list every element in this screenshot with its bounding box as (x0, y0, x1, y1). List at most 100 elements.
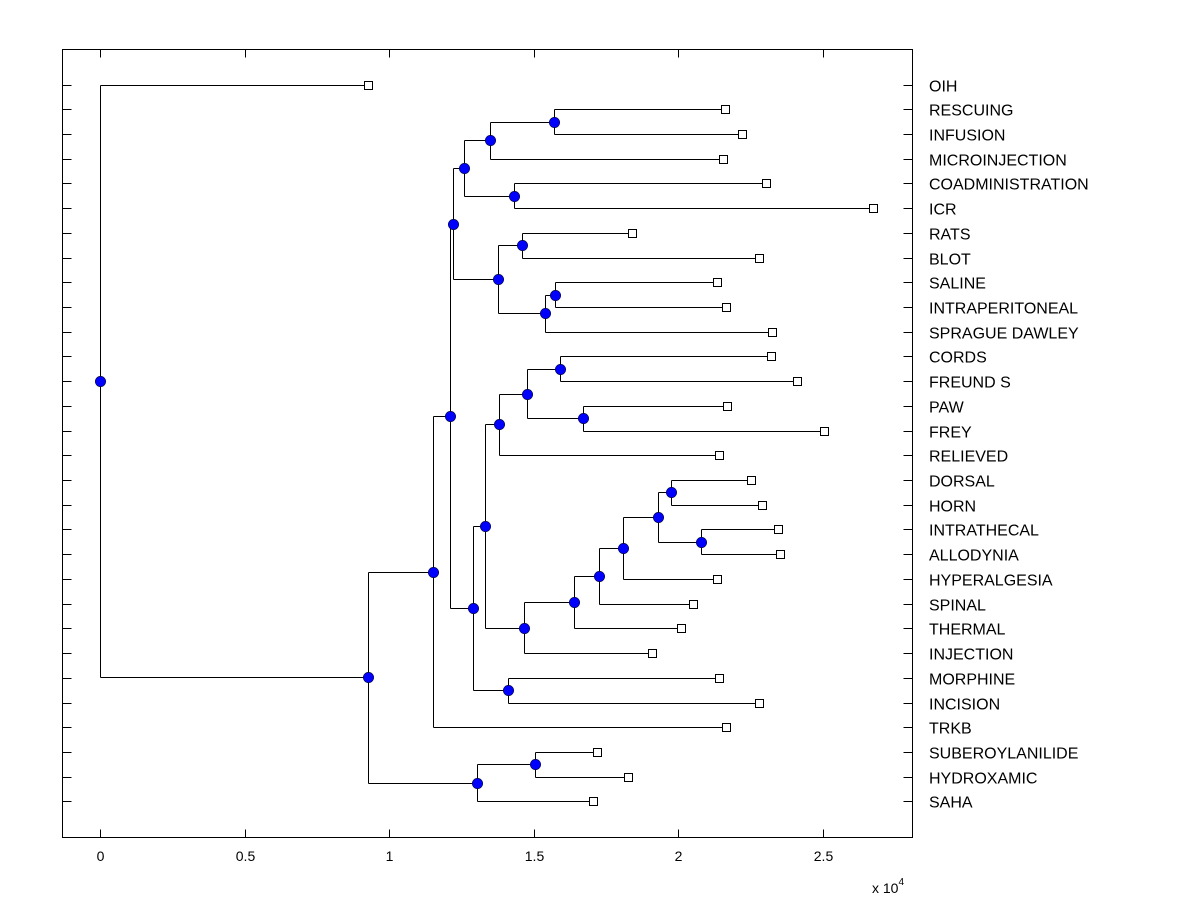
leaf-label: SALINE (929, 276, 986, 293)
internal-node (493, 418, 505, 430)
leaf-marker (721, 105, 730, 114)
x-tick-label: 0 (97, 848, 105, 864)
internal-node (516, 240, 528, 252)
leaf-label: BLOT (929, 252, 971, 269)
internal-node (549, 289, 561, 301)
internal-node (521, 388, 533, 400)
leaf-marker (793, 377, 802, 386)
leaf-labels: OIH RESCUING INFUSION MICROINJECTION COADMIN… (929, 79, 1089, 812)
leaf-marker (715, 674, 724, 683)
x-tick-label: 2.5 (814, 848, 834, 864)
x-tick-label: 0.5 (236, 848, 256, 864)
internal-node (508, 191, 520, 203)
leaf-label: SUBEROYLANILIDE (929, 746, 1078, 763)
x-tick-label: 1.5 (525, 848, 545, 864)
axis-ticks (62, 49, 913, 838)
internal-node (444, 410, 456, 422)
leaf-label: DORSAL (929, 474, 995, 491)
internal-node (652, 511, 664, 523)
internal-node (695, 536, 707, 548)
internal-node (593, 570, 605, 582)
leaf-marker (589, 797, 598, 806)
leaf-marker (593, 748, 602, 757)
x-tick-label: 1 (386, 848, 394, 864)
leaf-label: OIH (929, 79, 957, 96)
internal-node (577, 412, 589, 424)
internal-node (492, 273, 504, 285)
leaf-label: SAHA (929, 795, 973, 812)
leaf-marker (722, 723, 731, 732)
leaf-marker (648, 649, 657, 658)
internal-node (529, 758, 541, 770)
leaf-marker (713, 278, 722, 287)
leaf-label: FREY (929, 425, 972, 442)
leaf-marker (747, 476, 756, 485)
plot-frame (62, 49, 913, 838)
leaf-marker (722, 303, 731, 312)
leaf-label: THERMAL (929, 622, 1006, 639)
leaf-label: MORPHINE (929, 672, 1015, 689)
leaf-marker (774, 525, 783, 534)
internal-node (362, 671, 374, 683)
x-scale-label: x 104 (872, 877, 904, 896)
internal-node (502, 684, 514, 696)
leaf-marker (762, 179, 771, 188)
leaf-marker (628, 229, 637, 238)
leaf-marker (713, 575, 722, 584)
leaf-label: SPINAL (929, 598, 986, 615)
leaf-label: SPRAGUE DAWLEY (929, 326, 1079, 343)
internal-node (467, 602, 479, 614)
internal-node (554, 363, 566, 375)
leaf-label: HYDROXAMIC (929, 771, 1037, 788)
leaf-label: INJECTION (929, 647, 1013, 664)
leaf-marker (767, 352, 776, 361)
leaf-label: ALLODYNIA (929, 548, 1019, 565)
internal-node (447, 219, 459, 231)
leaf-label: HYPERALGESIA (929, 573, 1053, 590)
leaf-marker (869, 204, 878, 213)
internal-node (427, 566, 439, 578)
internal-node (548, 117, 560, 129)
leaf-marker (689, 600, 698, 609)
leaf-marker (768, 328, 777, 337)
internal-node (665, 486, 677, 498)
internal-node (518, 622, 530, 634)
leaf-marker (738, 130, 747, 139)
leaf-label: COADMINISTRATION (929, 177, 1089, 194)
leaf-label: RESCUING (929, 103, 1013, 120)
leaf-label: RATS (929, 227, 970, 244)
internal-node (471, 777, 483, 789)
leaf-marker (755, 254, 764, 263)
internal-node (458, 163, 470, 175)
leaf-marker (723, 402, 732, 411)
leaf-marker (776, 550, 785, 559)
leaf-marker (677, 624, 686, 633)
leaf-marker (624, 773, 633, 782)
leaf-label: TRKB (929, 721, 972, 738)
leaf-label: INTRAPERITONEAL (929, 301, 1078, 318)
leaf-label: INFUSION (929, 128, 1005, 145)
internal-node (484, 135, 496, 147)
leaf-label: RELIEVED (929, 449, 1008, 466)
leaf-label: HORN (929, 499, 976, 516)
leaf-label: FREUND S (929, 375, 1011, 392)
internal-node (617, 542, 629, 554)
leaf-marker (364, 81, 373, 90)
x-tick-label: 2 (675, 848, 683, 864)
internal-node (479, 520, 491, 532)
x-scale-exponent: 4 (898, 877, 904, 888)
internal-node (95, 375, 107, 387)
internal-node (568, 596, 580, 608)
leaf-marker (715, 451, 724, 460)
leaf-label: ICR (929, 202, 957, 219)
leaf-label: PAW (929, 400, 965, 417)
leaf-label: MICROINJECTION (929, 153, 1067, 170)
tree-nodes (95, 117, 707, 789)
leaf-marker (719, 155, 728, 164)
leaf-label: INTRATHECAL (929, 523, 1039, 540)
leaf-marker (820, 427, 829, 436)
leaf-label: CORDS (929, 350, 987, 367)
internal-node (539, 307, 551, 319)
x-tick-labels: 0 0.5 1 1.5 2 2.5 (97, 848, 834, 864)
